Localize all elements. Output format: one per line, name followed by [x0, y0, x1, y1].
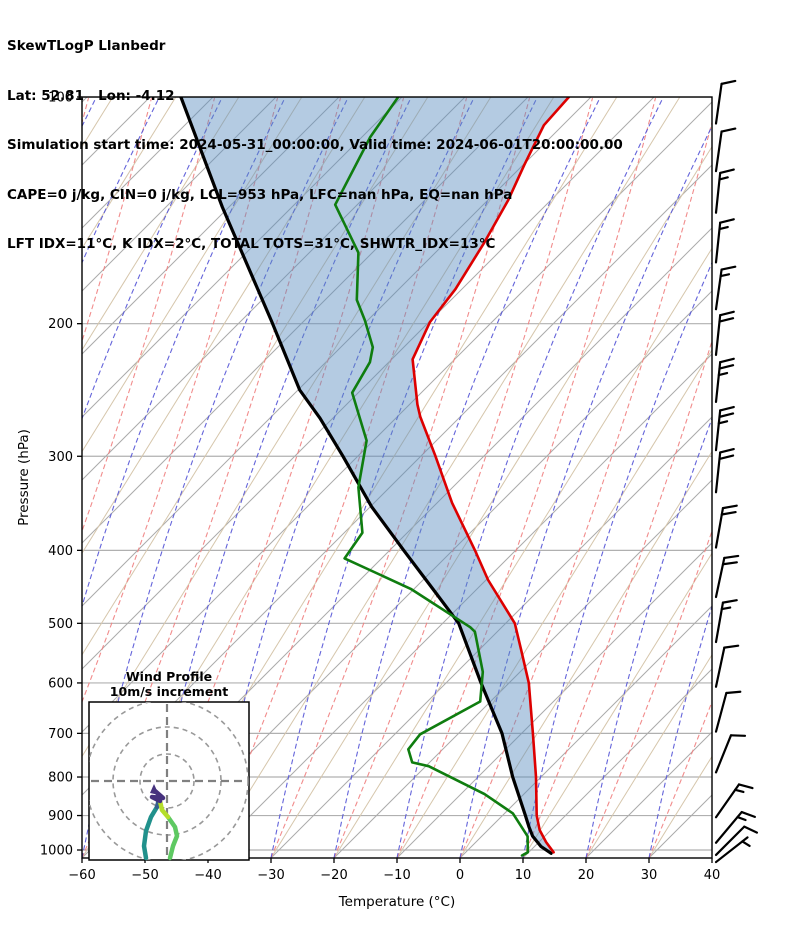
x-tick-label: 0: [456, 868, 464, 883]
dewpoint-curve: [333, 97, 530, 857]
indices-line-2: LFT IDX=11°C, K IDX=2°C, TOTAL TOTS=31°C…: [7, 236, 496, 252]
hodograph-arrowhead: [150, 784, 159, 795]
y-tick-label: 600: [48, 676, 73, 691]
y-tick-label: 700: [48, 727, 73, 742]
y-tick-label: 100: [48, 91, 73, 106]
y-tick-label: 900: [48, 809, 73, 824]
x-tick-label: −40: [194, 868, 221, 883]
dry-adiabats: [82, 97, 712, 858]
y-tick-label: 800: [48, 771, 73, 786]
parcel-curve: [179, 97, 553, 855]
y-tick-label: 400: [48, 544, 73, 559]
x-tick-label: 10: [515, 868, 532, 883]
y-tick-label: 500: [48, 617, 73, 632]
x-tick-label: 20: [578, 868, 595, 883]
y-tick-label: 1000: [40, 844, 73, 859]
figure-title: SkewTLogP Llanbedr: [7, 38, 166, 54]
time-line: Simulation start time: 2024-05-31_00:00:…: [7, 137, 623, 153]
hodograph-subtitle: 10m/s increment: [110, 684, 228, 699]
cin-shaded-area: [180, 97, 569, 854]
x-tick-label: −10: [383, 868, 410, 883]
y-tick-label: 200: [48, 317, 73, 332]
x-tick-label: 40: [704, 868, 721, 883]
y-tick-label: 300: [48, 450, 73, 465]
hodograph-trace: [141, 784, 180, 861]
x-tick-label: −60: [68, 868, 95, 883]
hodograph-title: Wind Profile: [126, 669, 212, 684]
x-tick-label: −50: [131, 868, 158, 883]
location-line: Lat: 52.81 Lon: -4.12: [7, 87, 175, 104]
indices-line-1: CAPE=0 j/kg, CIN=0 j/kg, LCL=953 hPa, LF…: [7, 186, 513, 203]
wind-barbs: [714, 79, 759, 864]
x-tick-label: −20: [320, 868, 347, 883]
x-axis-label: Temperature (°C): [338, 894, 456, 910]
x-tick-label: −30: [257, 868, 284, 883]
temperature-curve: [411, 97, 571, 854]
hodograph-rings: [89, 702, 249, 860]
y-axis-label: Pressure (hPa): [16, 429, 32, 526]
x-tick-label: 30: [641, 868, 658, 883]
header-text: SkewTLogP Llanbedr Lat: 52.81 Lon: -4.12…: [7, 5, 623, 286]
